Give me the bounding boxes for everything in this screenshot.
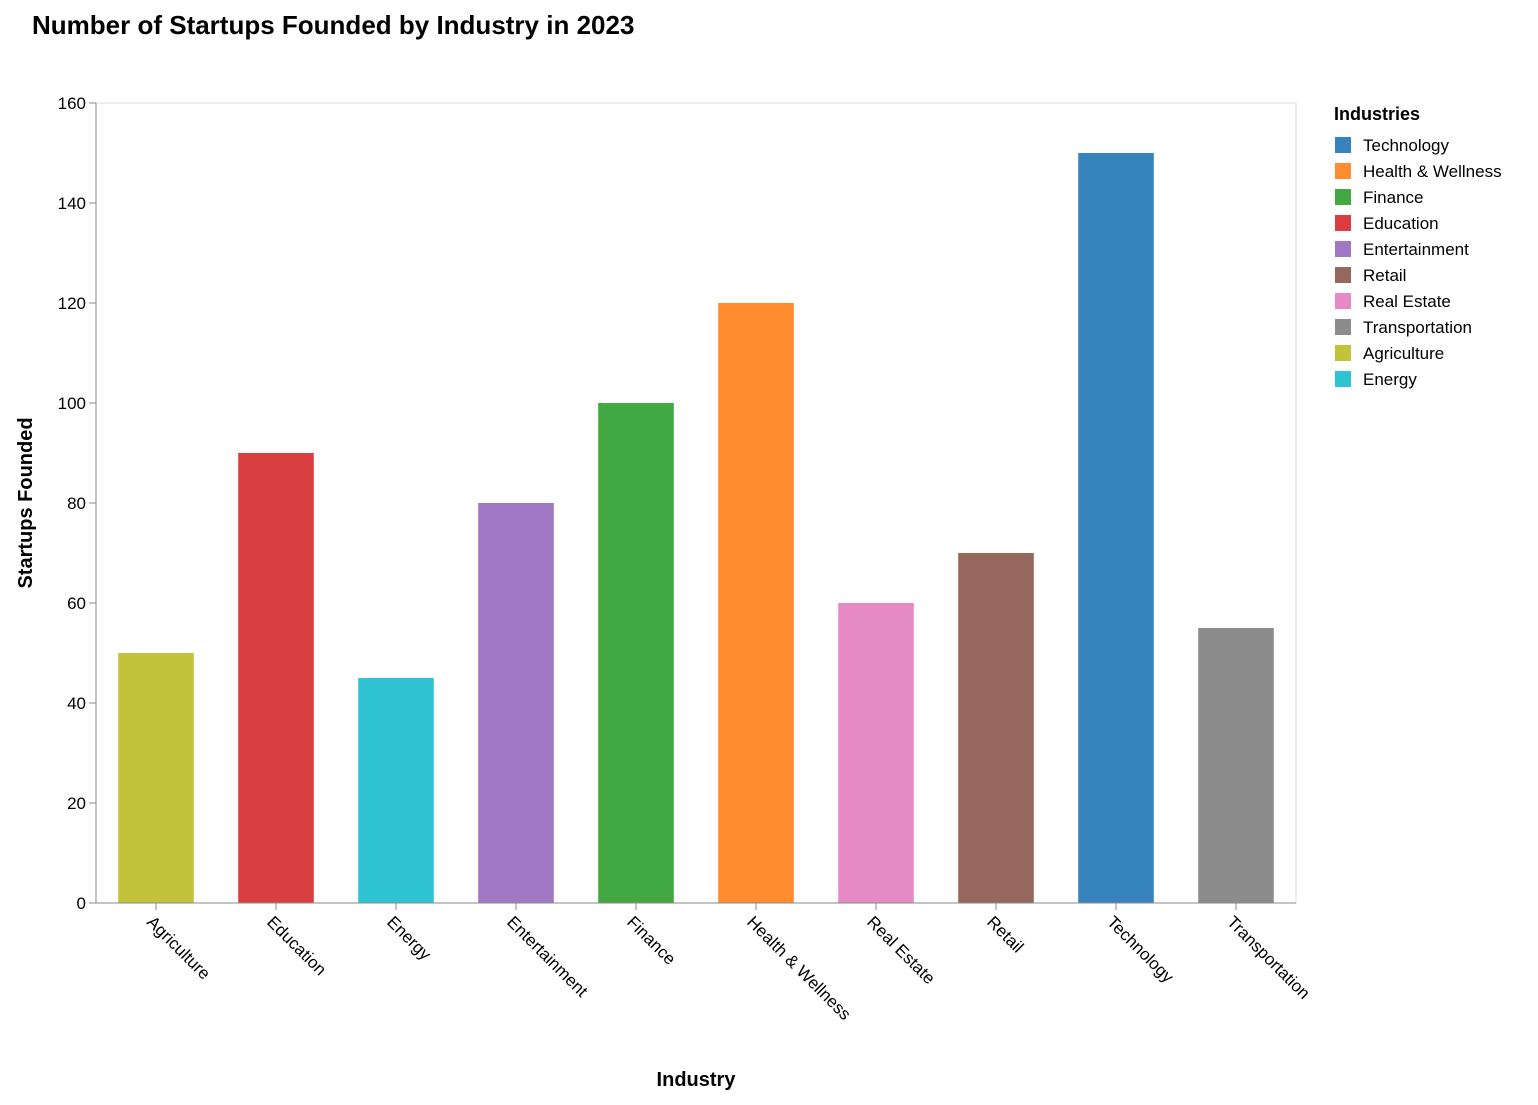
x-tick-label: Finance bbox=[623, 912, 679, 968]
y-tick-label: 0 bbox=[77, 894, 86, 913]
legend-entry-label: Education bbox=[1363, 214, 1439, 233]
legend-entry-label: Entertainment bbox=[1363, 240, 1469, 259]
legend-swatch bbox=[1335, 293, 1351, 309]
y-tick-label: 20 bbox=[67, 794, 86, 813]
x-tick-label: Real Estate bbox=[863, 912, 939, 988]
legend-swatch bbox=[1335, 137, 1351, 153]
y-tick-label: 100 bbox=[58, 394, 86, 413]
legend-entry-label: Health & Wellness bbox=[1363, 162, 1502, 181]
bars-group bbox=[118, 153, 1274, 903]
x-axis: Agriculture Education Energy Entertainment F… bbox=[96, 902, 1314, 1024]
legend-swatch bbox=[1335, 163, 1351, 179]
legend-swatch bbox=[1335, 319, 1351, 335]
legend: Technology Health & Wellness Finance Educat… bbox=[1335, 136, 1502, 389]
x-tick-label: Entertainment bbox=[503, 912, 591, 1000]
y-tick-label: 120 bbox=[58, 294, 86, 313]
legend-entry-label: Energy bbox=[1363, 370, 1417, 389]
legend-swatch bbox=[1335, 267, 1351, 283]
legend-swatch bbox=[1335, 215, 1351, 231]
legend-entry-label: Finance bbox=[1363, 188, 1423, 207]
y-tick-label: 60 bbox=[67, 594, 86, 613]
chart-title: Number of Startups Founded by Industry i… bbox=[32, 10, 634, 40]
bar-entertainment bbox=[478, 503, 554, 903]
y-axis-label: Startups Founded bbox=[15, 417, 37, 588]
legend-entry-label: Agriculture bbox=[1363, 344, 1444, 363]
bar-finance bbox=[598, 403, 674, 903]
legend-swatch bbox=[1335, 345, 1351, 361]
y-tick-label: 80 bbox=[67, 494, 86, 513]
x-tick-label: Education bbox=[263, 912, 330, 979]
bar-education bbox=[238, 453, 314, 903]
x-tick-label: Transportation bbox=[1223, 912, 1313, 1002]
bar-agriculture bbox=[118, 653, 194, 903]
bar-energy bbox=[358, 678, 434, 903]
bar-real-estate bbox=[838, 603, 914, 903]
bar-transportation bbox=[1198, 628, 1274, 903]
y-axis: 0 20 40 60 80 100 120 140 160 bbox=[58, 94, 97, 913]
legend-title: Industries bbox=[1334, 104, 1420, 124]
bar-health-wellness bbox=[718, 303, 794, 903]
legend-entry-label: Transportation bbox=[1363, 318, 1472, 337]
y-tick-label: 40 bbox=[67, 694, 86, 713]
y-tick-label: 140 bbox=[58, 194, 86, 213]
legend-entry-label: Retail bbox=[1363, 266, 1406, 285]
x-tick-label: Energy bbox=[383, 912, 435, 964]
legend-swatch bbox=[1335, 241, 1351, 257]
legend-entry-label: Real Estate bbox=[1363, 292, 1451, 311]
bar-retail bbox=[958, 553, 1034, 903]
x-tick-label: Health & Wellness bbox=[743, 912, 854, 1023]
y-tick-label: 160 bbox=[58, 94, 86, 113]
legend-swatch bbox=[1335, 371, 1351, 387]
legend-swatch bbox=[1335, 189, 1351, 205]
x-tick-label: Agriculture bbox=[143, 912, 214, 983]
x-tick-label: Retail bbox=[983, 912, 1027, 956]
legend-entry-label: Technology bbox=[1363, 136, 1450, 155]
bar-technology bbox=[1078, 153, 1154, 903]
x-axis-label: Industry bbox=[657, 1069, 737, 1091]
x-tick-label: Technology bbox=[1103, 912, 1178, 987]
